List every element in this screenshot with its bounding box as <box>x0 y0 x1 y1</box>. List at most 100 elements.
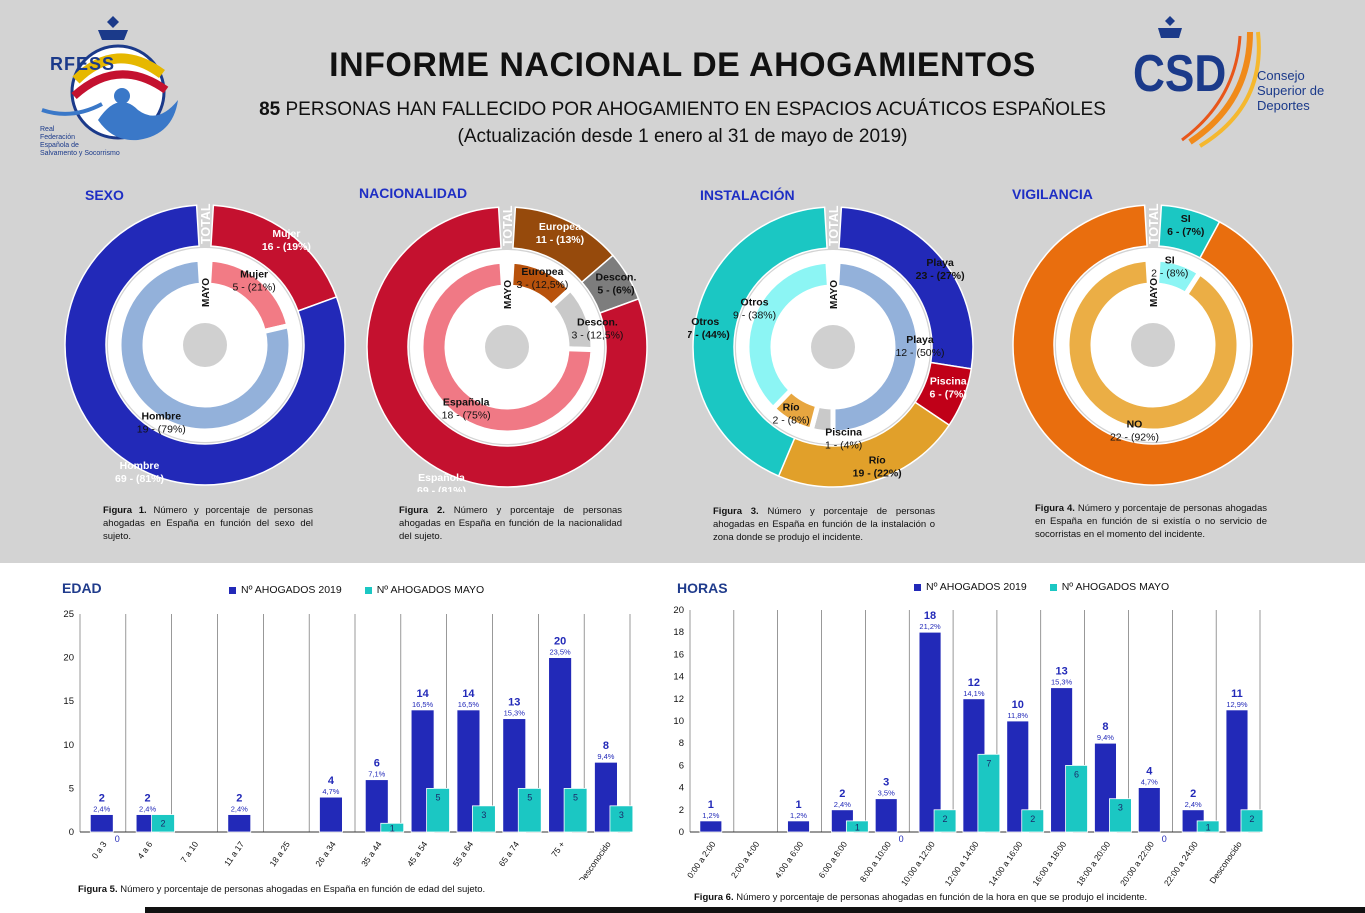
bar-value-label: 4 <box>328 775 335 787</box>
caption-num: Figura 4. <box>1035 503 1075 514</box>
x-tick-label: 14:00 a 16:00 <box>986 839 1024 888</box>
ring-label-mayo: MAYO <box>1149 278 1160 307</box>
bar-value-label: 13 <box>1055 666 1067 678</box>
csd-acronym: CSD <box>1133 45 1227 103</box>
ring-label-total: TOTAL <box>827 205 841 246</box>
y-tick-label: 20 <box>673 605 684 616</box>
bar-value-label: 18 <box>924 610 936 622</box>
inner-slice-otros <box>744 258 833 413</box>
inner-slice-value: 1 - (4%) <box>825 439 862 451</box>
caption-fig1: Figura 1. Número y porcentaje de persona… <box>103 504 313 543</box>
bar-2019 <box>1006 720 1030 833</box>
bar-value-label: 2 <box>145 793 151 805</box>
x-tick-label: 75 + <box>549 839 567 859</box>
bar-value-label: 10 <box>1012 699 1024 711</box>
outer-slice-label: Río <box>869 455 886 467</box>
bar-2019 <box>364 779 389 833</box>
x-tick-label: 8:00 a 10:00 <box>858 839 893 884</box>
bar-mayo <box>517 787 542 833</box>
bar-percent-label: 4,7% <box>322 787 339 796</box>
caption-fig3: Figura 3. Número y porcentaje de persona… <box>713 505 935 544</box>
inner-slice-value: 3 - (12,5%) <box>516 279 568 291</box>
bar-mayo-value-label: 3 <box>481 810 486 820</box>
x-tick-label: 20:00 a 22:00 <box>1118 839 1156 888</box>
x-tick-label: 6:00 a 8:00 <box>817 839 850 880</box>
ring-label-total: TOTAL <box>501 205 515 246</box>
inner-slice-value: 3 - (12,5%) <box>571 330 623 342</box>
outer-slice-value: 11 - (13%) <box>536 234 584 246</box>
bar-percent-label: 14,1% <box>963 689 985 698</box>
bar-value-label: 20 <box>554 636 566 648</box>
inner-slice-label: Otros <box>741 297 769 309</box>
y-tick-label: 10 <box>63 740 74 751</box>
x-tick-label: 7 a 10 <box>178 839 200 864</box>
bar-2019 <box>89 814 114 833</box>
inner-slice-value: 19 - (79%) <box>137 423 186 435</box>
instalacion-title: INSTALACIÓN <box>700 187 795 203</box>
outer-slice-value: 6 - (7%) <box>930 389 967 401</box>
csd-line: Superior de <box>1257 83 1325 98</box>
subtitle-text: PERSONAS HAN FALLECIDO POR AHOGAMIENTO E… <box>280 99 1106 120</box>
inner-slice-label: Playa <box>906 334 934 346</box>
bar-2019 <box>918 631 942 833</box>
outer-slice-value: 6 - (7%) <box>1167 226 1204 238</box>
legend-swatch-2019 <box>229 586 236 594</box>
legend-swatch-2019 <box>914 583 921 591</box>
x-tick-label: 0 a 3 <box>90 839 109 860</box>
ring-label-total: TOTAL <box>1147 203 1161 244</box>
ring-label-total: TOTAL <box>199 203 213 244</box>
rfess-line: Real <box>40 126 55 133</box>
bar-percent-label: 1,2% <box>702 811 719 820</box>
bar-value-label: 4 <box>1146 766 1153 778</box>
caption-num: Figura 6. <box>694 892 734 903</box>
caption-num: Figura 3. <box>713 506 759 517</box>
rfess-line: Salvamento y Socorrismo <box>40 150 120 157</box>
bar-percent-label: 1,2% <box>790 811 807 820</box>
outer-slice-value: 5 - (6%) <box>597 284 634 296</box>
bar-value-label: 14 <box>462 688 475 700</box>
inner-slice-label: NO <box>1127 419 1143 431</box>
donut-core <box>485 325 529 369</box>
y-tick-label: 25 <box>63 609 74 620</box>
bar-2019 <box>699 820 723 833</box>
outer-slice-otros <box>692 206 828 477</box>
legend-label: Nº AHOGADOS MAYO <box>376 584 485 596</box>
bar-value-label: 3 <box>883 777 889 789</box>
bar-mayo <box>1021 809 1045 833</box>
inner-slice-value: 2 - (8%) <box>1151 268 1188 280</box>
bar-percent-label: 3,5% <box>878 789 895 798</box>
ring-label-mayo: MAYO <box>829 280 840 309</box>
bar-mayo <box>563 787 588 833</box>
x-tick-label: 16:00 a 18:00 <box>1030 839 1068 888</box>
bar-percent-label: 9,4% <box>597 752 614 761</box>
bar-percent-label: 15,3% <box>1051 678 1073 687</box>
bar-mayo-value-label: 3 <box>619 810 624 820</box>
bar-percent-label: 9,4% <box>1097 733 1114 742</box>
bar-mayo <box>472 805 496 833</box>
x-tick-label: 26 a 34 <box>313 839 338 868</box>
bar-2019 <box>1137 787 1161 833</box>
bar-mayo-value-label: 0 <box>899 834 904 844</box>
rfess-name: Real Federación Española de Salvamento y… <box>40 126 120 158</box>
bar-percent-label: 2,4% <box>139 805 156 814</box>
donut-core <box>183 323 227 367</box>
outer-slice-label: Otros <box>691 316 719 328</box>
outer-slice-label: Europea <box>539 221 581 233</box>
bar-percent-label: 7,1% <box>368 770 385 779</box>
x-tick-label: 55 a 64 <box>451 839 476 868</box>
legend-label: Nº AHOGADOS MAYO <box>1061 581 1170 593</box>
vigilancia-title: VIGILANCIA <box>1012 186 1093 202</box>
rfess-line: Federación <box>40 134 76 141</box>
caption-text: Número y porcentaje de personas ahogadas… <box>713 506 935 543</box>
bar-percent-label: 2,4% <box>834 800 851 809</box>
x-tick-label: 65 a 74 <box>497 839 522 868</box>
inner-slice-label: Hombre <box>141 410 181 422</box>
bar-mayo-value-label: 2 <box>1249 814 1254 824</box>
caption-num: Figura 2. <box>399 505 445 516</box>
y-tick-label: 20 <box>63 653 74 664</box>
